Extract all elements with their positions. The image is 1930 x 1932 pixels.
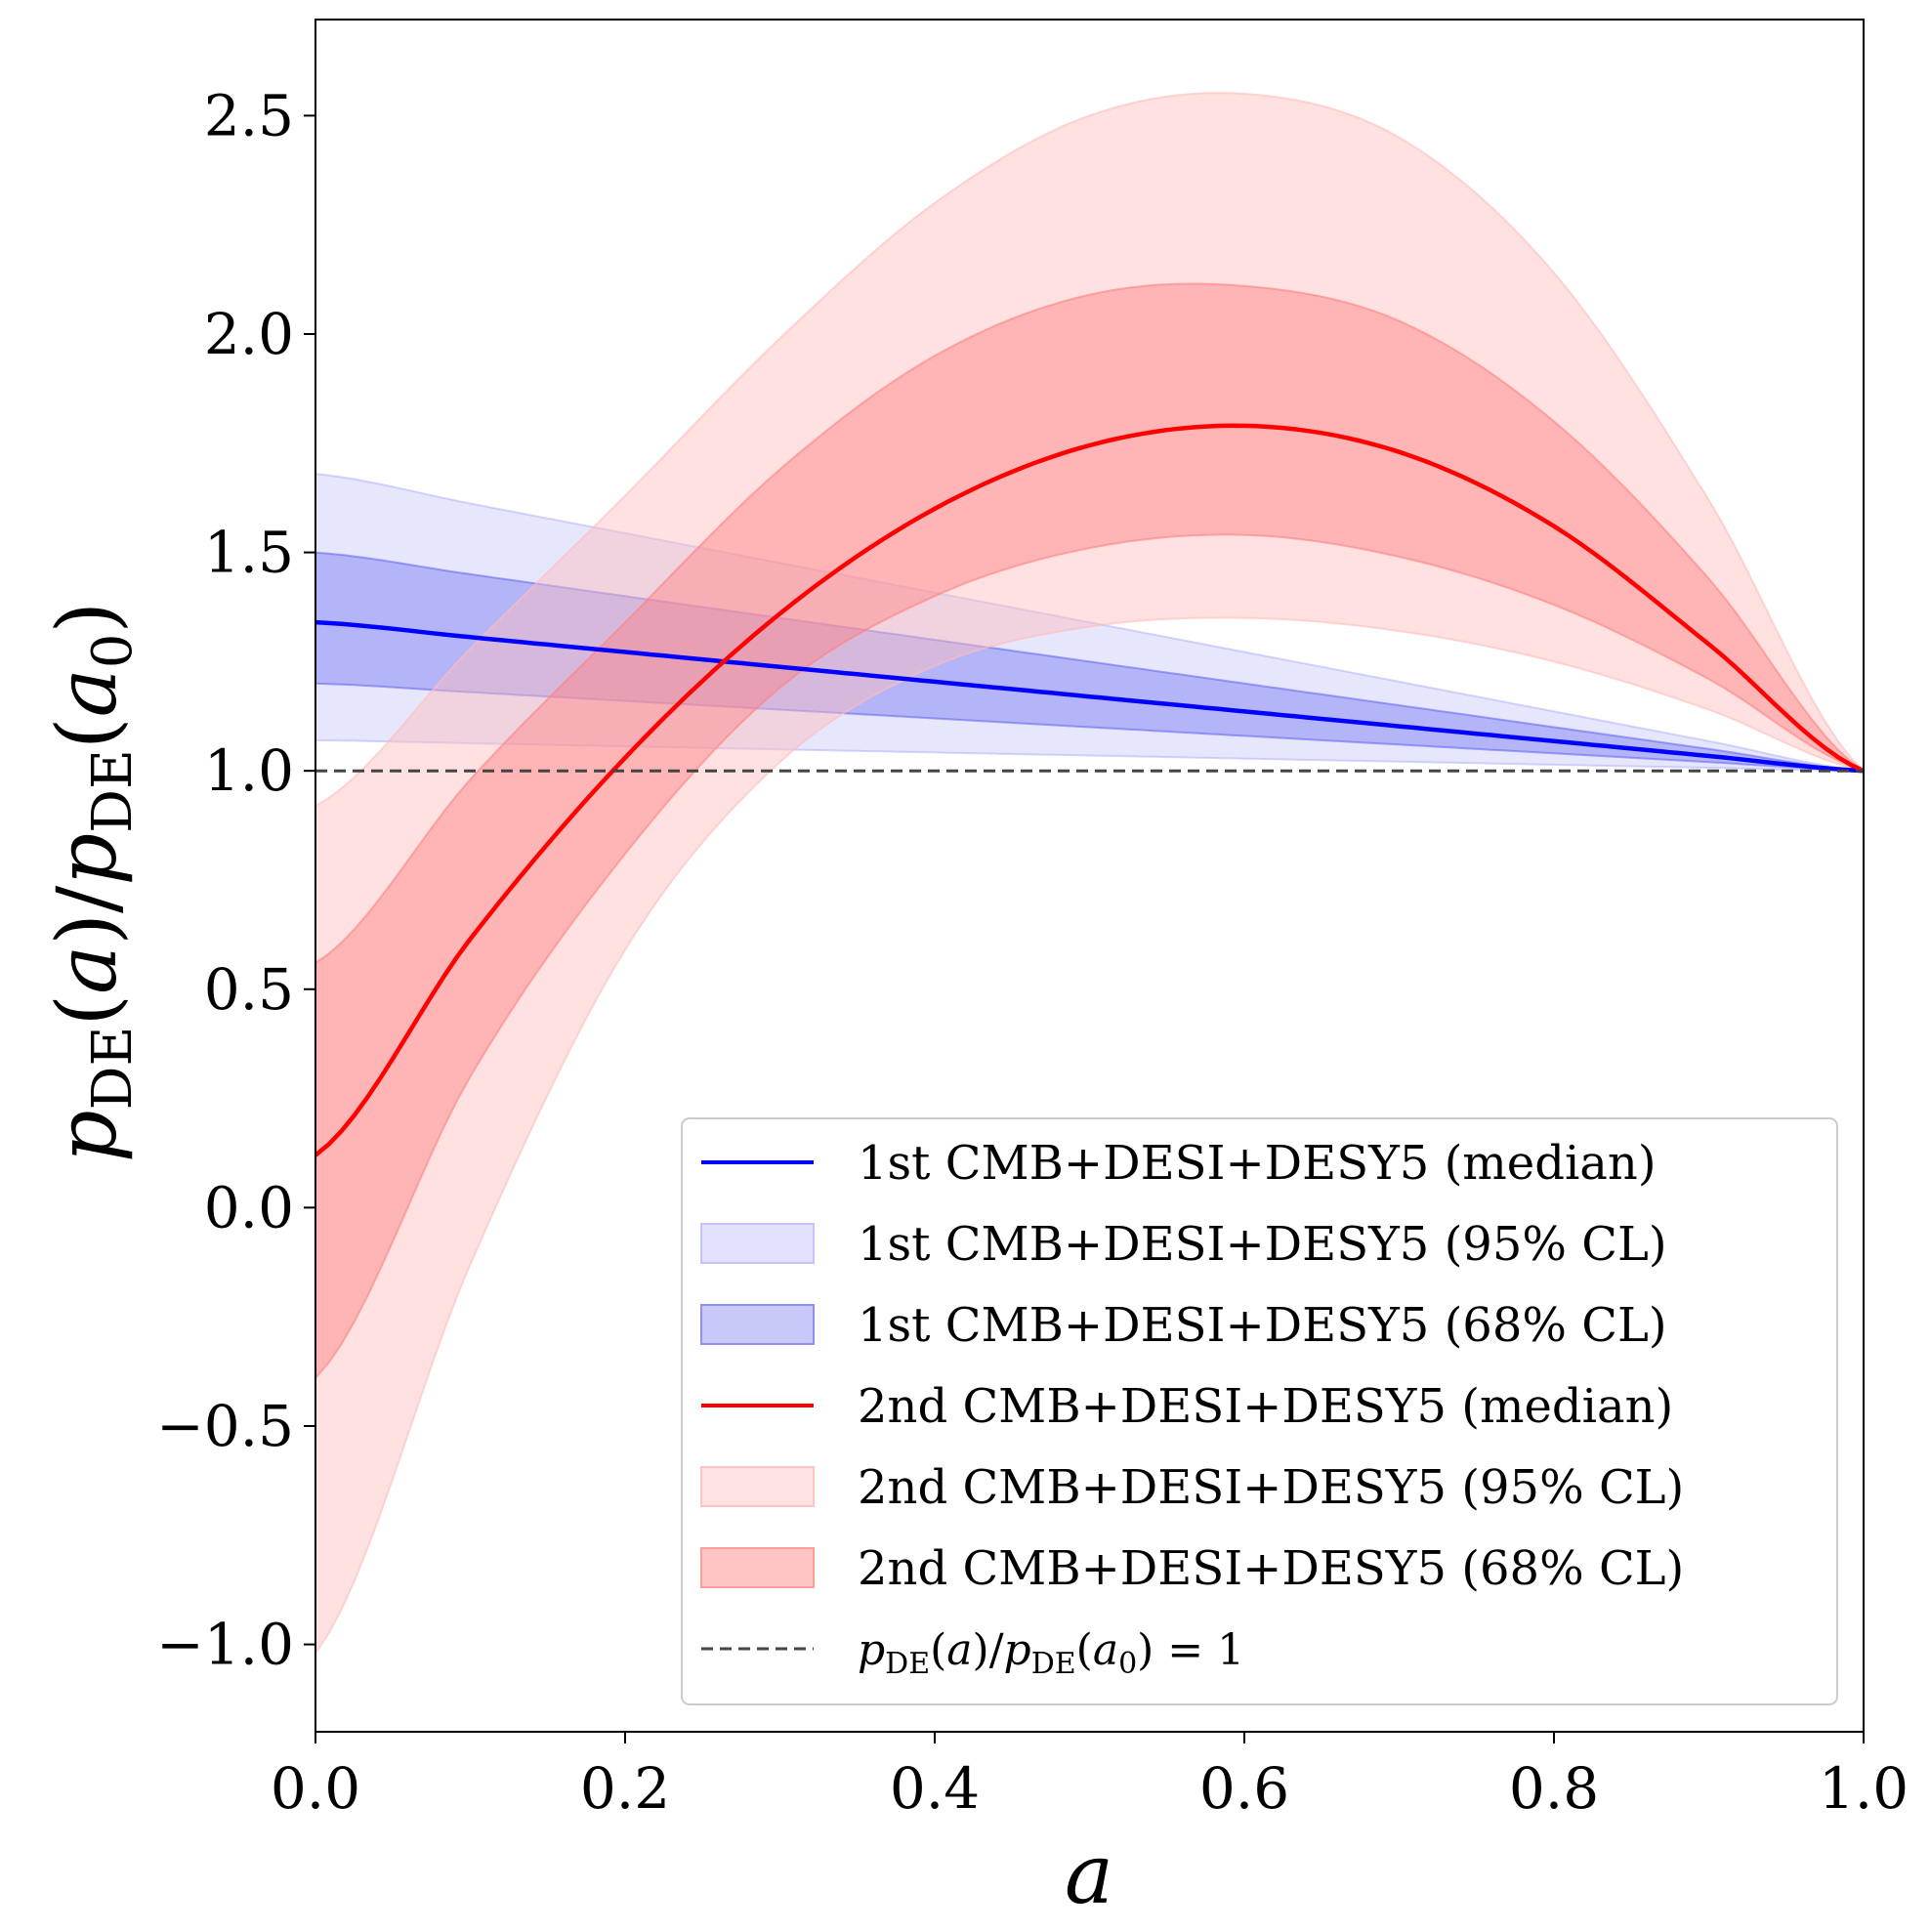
x-tick-label: 1.0 [1819, 1755, 1909, 1822]
legend-box [681, 1117, 1838, 1705]
y-tick-label: −1.0 [156, 1612, 294, 1678]
legend-label-2nd-95: 2nd CMB+DESI+DESY5 (95% CL) [858, 1460, 1684, 1515]
y-tick-label: 1.5 [204, 520, 294, 586]
y-axis: −1.0 −0.5 0.0 0.5 1.0 1.5 2.0 2.5 [156, 82, 315, 1678]
y-tick-label: 0.5 [204, 956, 294, 1023]
median-line-series-0 [315, 619, 1864, 774]
legend-label-1st-68: 1st CMB+DESI+DESY5 (68% CL) [858, 1298, 1667, 1353]
y-title-a: a [39, 945, 135, 994]
x-axis: 0.0 0.2 0.4 0.6 0.8 1.0 [271, 1732, 1909, 1822]
y-tick-label: 2.5 [204, 82, 294, 148]
y-title-p: p [39, 1110, 135, 1162]
x-tick-label: 0.2 [580, 1755, 670, 1822]
y-tick-label: −0.5 [156, 1393, 294, 1459]
y-title-sub0: 0 [81, 634, 145, 669]
legend-handle-1st-95 [700, 1223, 815, 1264]
legend-handle-2nd-95 [700, 1466, 815, 1507]
y-title-sub: DE [81, 1027, 145, 1111]
y-tick-label: 2.0 [204, 301, 294, 367]
y-axis-title: pDE(a)/pDE(a0) [39, 602, 145, 1162]
legend-label-1st-median: 1st CMB+DESI+DESY5 (median) [858, 1136, 1657, 1191]
legend-handle-1st-68 [700, 1304, 815, 1345]
axes-frame [315, 19, 1865, 1733]
y-tick-label: 0.0 [204, 1174, 294, 1240]
x-tick-label: 0.8 [1509, 1755, 1599, 1822]
y-title-sub2: DE [81, 749, 145, 833]
x-axis-title: a [1065, 1827, 1113, 1922]
legend: 1st CMB+DESI+DESY5 (median) 1st CMB+DESI… [681, 1117, 1838, 1705]
y-title-p2: p [39, 833, 135, 886]
y-title-a0: a [39, 668, 135, 717]
y-tick-label: 1.0 [204, 737, 294, 804]
legend-label-1st-95: 1st CMB+DESI+DESY5 (95% CL) [858, 1217, 1667, 1272]
legend-handle-2nd-68 [700, 1547, 815, 1588]
x-tick-label: 0.4 [890, 1755, 980, 1822]
x-tick-label: 0.0 [271, 1755, 360, 1822]
series-lines [315, 423, 1864, 1157]
median-line-series-3 [315, 423, 1864, 1157]
legend-label-2nd-median: 2nd CMB+DESI+DESY5 (median) [858, 1379, 1673, 1434]
x-tick-label: 0.6 [1199, 1755, 1289, 1822]
legend-label-reference: pDE(a)/pDE(a0) = 1 [858, 1625, 1244, 1681]
legend-label-2nd-68: 2nd CMB+DESI+DESY5 (68% CL) [858, 1541, 1684, 1596]
svg-text:pDE(a)/pDE(a0): pDE(a)/pDE(a0) [39, 602, 145, 1162]
